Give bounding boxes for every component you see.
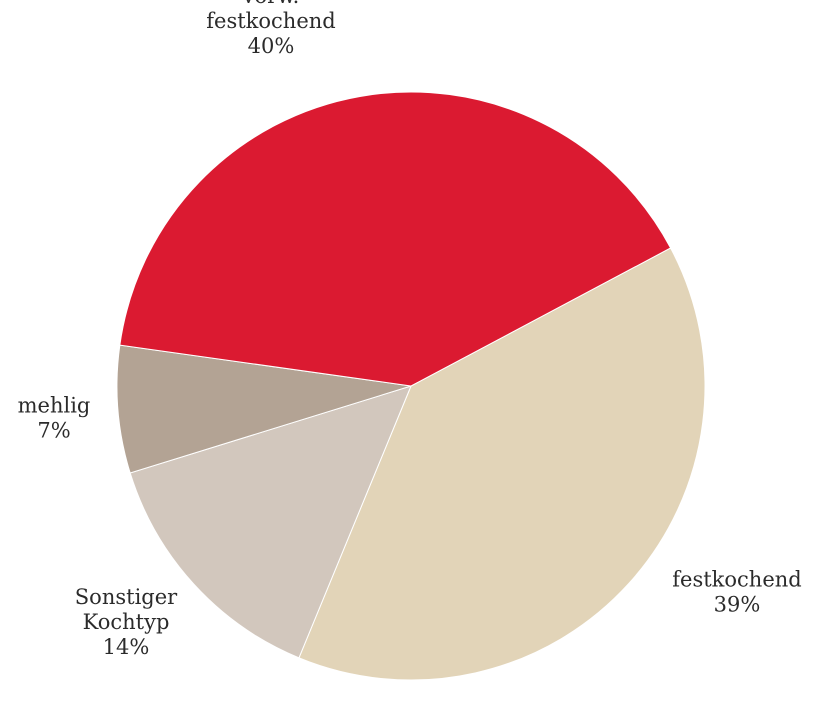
pie-slice-3: [119, 91, 672, 387]
slice-value-label: 40%: [248, 34, 295, 58]
slice-value-label: 39%: [714, 593, 761, 617]
slice-value-label: 14%: [103, 635, 150, 659]
pie-slice-2: [116, 344, 412, 474]
slice-label-2: mehlig 7%: [18, 394, 91, 443]
slice-category-label: Sonstiger: [75, 585, 178, 609]
slice-category-label: festkochend: [206, 9, 335, 33]
slice-label-1: Sonstiger Kochtyp 14%: [75, 585, 178, 659]
pie-slices: [116, 91, 706, 681]
slice-category-label: festkochend: [672, 568, 801, 592]
slice-value-label: 7%: [37, 419, 70, 443]
pie-labels: festkochend 39%Sonstiger Kochtyp 14%mehlig 7…: [18, 0, 802, 659]
slice-category-label: vorw.: [242, 0, 300, 8]
slice-category-label: Kochtyp: [83, 610, 170, 634]
pie-slice-0: [298, 247, 706, 681]
slice-label-0: festkochend 39%: [672, 568, 801, 617]
pie-slice-1: [129, 385, 412, 659]
slice-category-label: mehlig: [18, 394, 91, 418]
